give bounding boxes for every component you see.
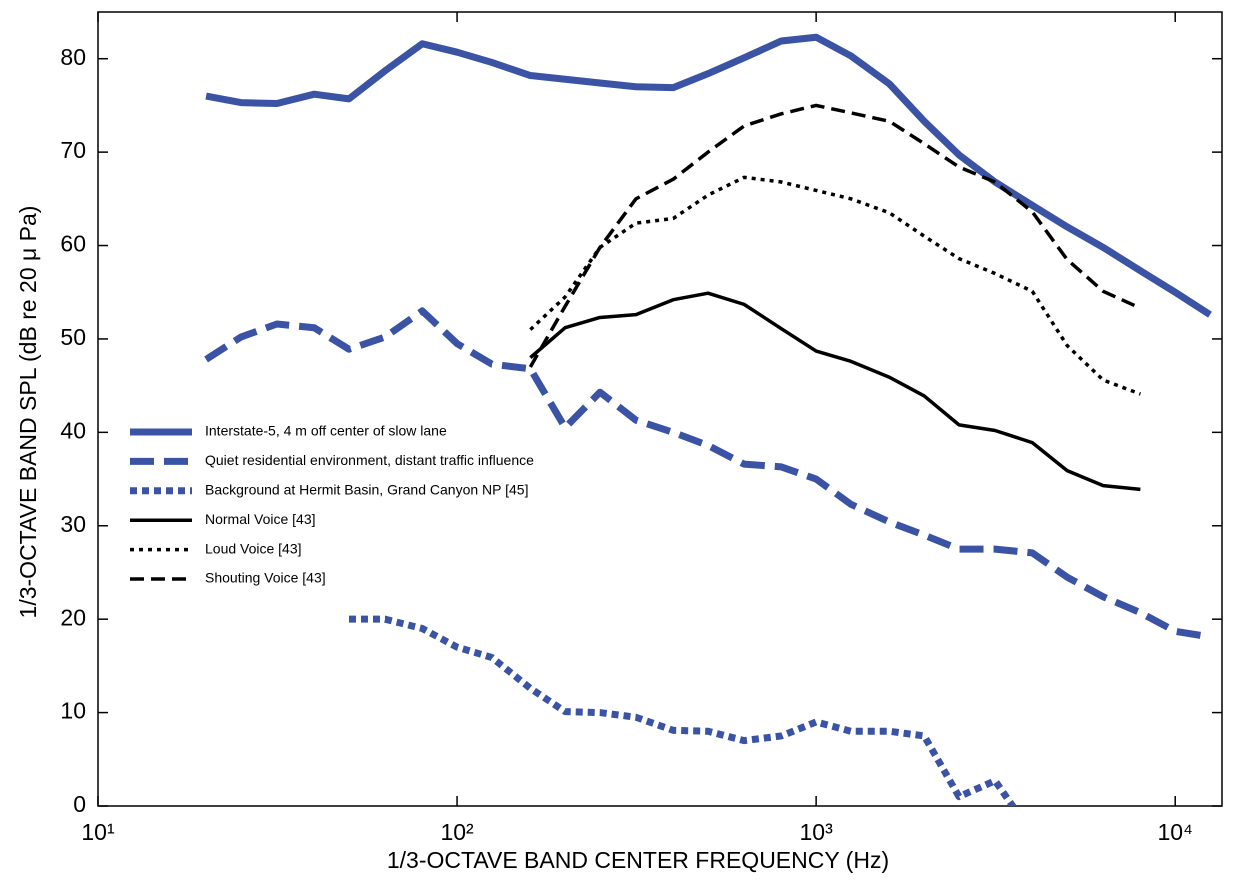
- y-tick-label: 80: [60, 44, 86, 70]
- legend-label: Shouting Voice [43]: [205, 570, 326, 586]
- legend-label: Quiet residential environment, distant t…: [205, 452, 534, 468]
- y-tick-label: 70: [60, 137, 86, 163]
- data-line: [528, 103, 1142, 368]
- plot-frame: [97, 11, 1223, 807]
- data-line: [529, 291, 1141, 492]
- y-tick-label: 0: [73, 791, 86, 817]
- x-tick-label: 10²: [440, 819, 474, 845]
- plot-lines: [204, 33, 1212, 806]
- x-axis-label: 1/3-OCTAVE BAND CENTER FREQUENCY (Hz): [387, 847, 889, 873]
- data-line: [204, 307, 1211, 641]
- legend-label: Normal Voice [43]: [205, 511, 316, 527]
- y-tick-label: 20: [60, 604, 86, 630]
- data-line: [529, 175, 1142, 396]
- y-axis-label: 1/3-OCTAVE BAND SPL (dB re 20 μ Pa): [15, 206, 41, 619]
- data-line: [348, 615, 1017, 806]
- legend-label: Loud Voice [43]: [205, 540, 302, 556]
- y-tick-label: 60: [60, 231, 86, 257]
- x-tick-label: 10³: [800, 819, 834, 845]
- y-tick-label: 30: [60, 511, 86, 537]
- y-tick-label: 50: [60, 324, 86, 350]
- legend-label: Background at Hermit Basin, Grand Canyon…: [205, 482, 528, 498]
- x-tick-label: 10¹: [81, 819, 115, 845]
- y-tick-label: 10: [60, 698, 86, 724]
- legend-label: Interstate-5, 4 m off center of slow lan…: [205, 423, 447, 439]
- y-tick-label: 40: [60, 417, 86, 443]
- data-line: [205, 33, 1212, 318]
- x-tick-label: 10⁴: [1157, 819, 1192, 845]
